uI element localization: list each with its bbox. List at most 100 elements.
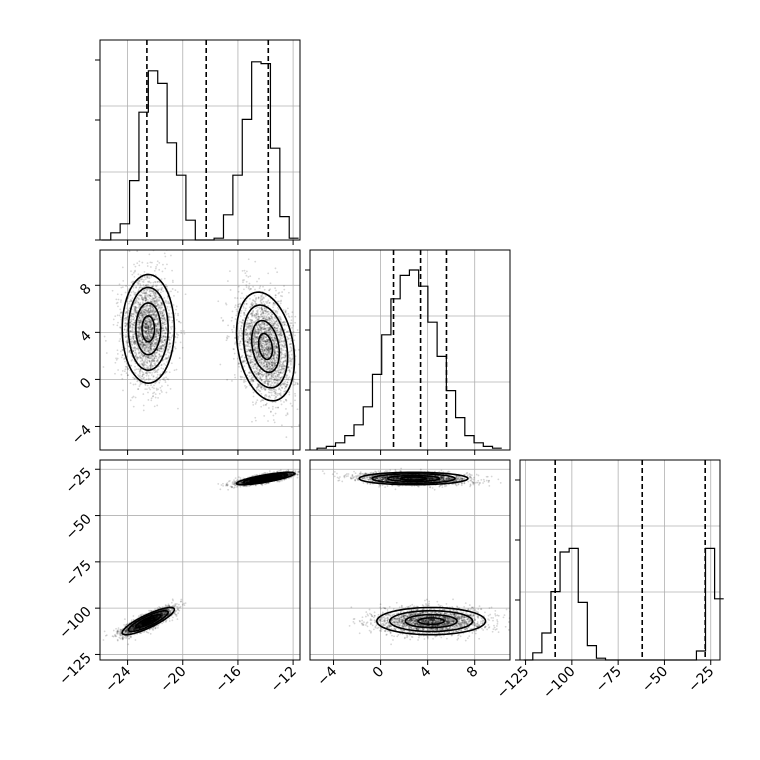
scatter-point bbox=[134, 301, 136, 304]
scatter-point bbox=[147, 343, 150, 346]
scatter-point bbox=[144, 323, 147, 326]
scatter-point bbox=[257, 328, 260, 331]
scatter-point bbox=[135, 311, 138, 314]
scatter-point bbox=[265, 375, 268, 378]
scatter-point bbox=[132, 290, 135, 293]
scatter-point bbox=[294, 334, 296, 337]
scatter-point bbox=[302, 422, 304, 424]
scatter-point bbox=[143, 361, 146, 364]
scatter-point bbox=[252, 285, 254, 288]
scatter-point bbox=[276, 394, 279, 397]
scatter-point bbox=[265, 329, 268, 331]
scatter-point bbox=[289, 337, 292, 340]
scatter-point bbox=[272, 354, 275, 356]
scatter-point bbox=[138, 313, 141, 316]
scatter-point bbox=[144, 384, 147, 387]
scatter-point bbox=[144, 323, 147, 325]
scatter-point bbox=[140, 337, 143, 340]
scatter-point bbox=[283, 321, 286, 323]
scatter-point bbox=[249, 338, 252, 341]
scatter-point bbox=[131, 326, 133, 328]
scatter-point bbox=[134, 305, 137, 308]
scatter-point bbox=[144, 319, 146, 322]
scatter-point bbox=[264, 394, 266, 397]
scatter-point bbox=[150, 298, 153, 301]
scatter-point bbox=[261, 346, 263, 349]
scatter-point bbox=[162, 327, 165, 330]
scatter-point bbox=[131, 329, 134, 332]
scatter-point bbox=[273, 352, 276, 354]
scatter-point bbox=[267, 354, 270, 357]
scatter-point bbox=[149, 322, 152, 325]
scatter-point bbox=[132, 395, 135, 398]
scatter-point bbox=[130, 364, 133, 367]
scatter-point bbox=[259, 372, 262, 375]
scatter-point bbox=[289, 343, 292, 346]
scatter-point bbox=[144, 344, 147, 347]
scatter-point bbox=[276, 322, 279, 325]
scatter-point bbox=[154, 333, 157, 336]
scatter-point bbox=[125, 312, 128, 314]
scatter-point bbox=[139, 311, 142, 314]
scatter-point bbox=[248, 356, 250, 358]
scatter-point bbox=[154, 300, 157, 303]
scatter-point bbox=[256, 346, 259, 348]
scatter-point bbox=[255, 370, 258, 373]
scatter-point bbox=[272, 414, 275, 417]
scatter-point bbox=[158, 268, 161, 271]
scatter-point bbox=[135, 368, 138, 371]
scatter-point bbox=[140, 286, 143, 289]
scatter-point bbox=[150, 365, 153, 368]
scatter-point bbox=[132, 335, 135, 338]
scatter-point bbox=[144, 372, 147, 375]
scatter-point bbox=[274, 364, 277, 366]
scatter-point bbox=[140, 341, 143, 344]
scatter-point bbox=[269, 315, 272, 317]
scatter-point bbox=[243, 288, 245, 291]
scatter-point bbox=[139, 286, 141, 289]
scatter-point bbox=[145, 347, 148, 350]
scatter-point bbox=[142, 306, 145, 309]
scatter-point bbox=[266, 348, 269, 351]
scatter-point bbox=[145, 336, 147, 338]
scatter-point bbox=[243, 356, 246, 359]
scatter-point bbox=[256, 352, 258, 354]
scatter-point bbox=[290, 347, 293, 349]
scatter-point bbox=[283, 387, 286, 390]
scatter-point bbox=[149, 319, 152, 322]
scatter-point bbox=[138, 305, 140, 308]
scatter-point bbox=[147, 332, 150, 335]
scatter-point bbox=[254, 260, 257, 263]
scatter-point bbox=[158, 350, 161, 353]
scatter-point bbox=[153, 353, 156, 355]
scatter-point bbox=[150, 320, 153, 323]
scatter-points bbox=[102, 250, 304, 439]
scatter-point bbox=[145, 337, 148, 340]
scatter-point bbox=[279, 363, 282, 365]
scatter-point bbox=[168, 316, 171, 318]
scatter-point bbox=[129, 298, 132, 301]
scatter-point bbox=[273, 326, 276, 329]
scatter-point bbox=[160, 336, 163, 339]
scatter-point bbox=[161, 378, 164, 381]
scatter-point bbox=[147, 322, 150, 325]
scatter-point bbox=[268, 340, 271, 343]
scatter-point bbox=[286, 324, 288, 327]
scatter-point bbox=[161, 344, 164, 346]
scatter-point bbox=[138, 337, 141, 340]
scatter-point bbox=[133, 346, 136, 349]
scatter-point bbox=[151, 313, 154, 316]
scatter-point bbox=[140, 297, 143, 299]
scatter-point bbox=[126, 323, 128, 326]
scatter-point bbox=[266, 378, 269, 381]
scatter-point bbox=[285, 385, 287, 388]
scatter-point bbox=[251, 319, 254, 322]
scatter-point bbox=[146, 337, 149, 340]
scatter-point bbox=[139, 284, 142, 287]
scatter-point bbox=[159, 350, 162, 353]
scatter-point bbox=[284, 309, 287, 312]
scatter-point bbox=[147, 330, 150, 333]
scatter-point bbox=[265, 363, 268, 366]
scatter-point bbox=[226, 280, 229, 282]
scatter-point bbox=[147, 346, 150, 349]
